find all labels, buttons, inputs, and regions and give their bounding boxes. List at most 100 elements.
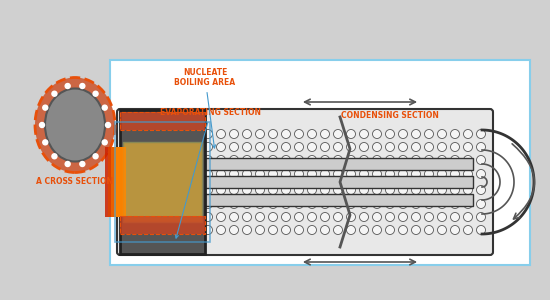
Circle shape: [360, 130, 368, 139]
Circle shape: [43, 140, 48, 145]
Circle shape: [425, 185, 433, 194]
Circle shape: [360, 155, 368, 164]
Circle shape: [476, 185, 486, 194]
Circle shape: [282, 130, 290, 139]
Bar: [120, 112, 205, 130]
Circle shape: [268, 169, 278, 178]
Circle shape: [307, 169, 316, 178]
Circle shape: [282, 142, 290, 152]
Circle shape: [450, 185, 459, 194]
Circle shape: [217, 185, 226, 194]
Text: EVAPORATING SECTION: EVAPORATING SECTION: [160, 108, 261, 238]
Circle shape: [217, 130, 226, 139]
Bar: [120, 216, 205, 234]
Circle shape: [321, 142, 329, 152]
Circle shape: [190, 226, 200, 235]
Circle shape: [411, 169, 421, 178]
Circle shape: [229, 155, 239, 164]
Circle shape: [243, 155, 251, 164]
Circle shape: [476, 212, 486, 221]
Circle shape: [372, 200, 382, 208]
Circle shape: [190, 169, 200, 178]
Circle shape: [294, 169, 304, 178]
Circle shape: [294, 212, 304, 221]
Circle shape: [372, 142, 382, 152]
Circle shape: [372, 226, 382, 235]
Circle shape: [411, 200, 421, 208]
Circle shape: [102, 140, 107, 145]
Circle shape: [346, 155, 355, 164]
Circle shape: [399, 185, 408, 194]
Circle shape: [307, 212, 316, 221]
Circle shape: [399, 142, 408, 152]
Circle shape: [204, 130, 212, 139]
Circle shape: [307, 200, 316, 208]
Circle shape: [333, 142, 343, 152]
Circle shape: [360, 185, 368, 194]
Circle shape: [450, 155, 459, 164]
Circle shape: [333, 155, 343, 164]
Circle shape: [450, 142, 459, 152]
Circle shape: [386, 130, 394, 139]
Circle shape: [229, 185, 239, 194]
Circle shape: [243, 130, 251, 139]
Circle shape: [321, 155, 329, 164]
Circle shape: [437, 200, 447, 208]
Bar: [120, 110, 205, 254]
Circle shape: [386, 212, 394, 221]
Circle shape: [476, 155, 486, 164]
Circle shape: [425, 130, 433, 139]
Circle shape: [372, 185, 382, 194]
Circle shape: [425, 169, 433, 178]
Circle shape: [321, 169, 329, 178]
Circle shape: [372, 212, 382, 221]
Circle shape: [372, 130, 382, 139]
Circle shape: [346, 169, 355, 178]
Circle shape: [106, 122, 111, 128]
Circle shape: [229, 200, 239, 208]
Circle shape: [229, 130, 239, 139]
Bar: [195, 176, 473, 188]
Circle shape: [346, 130, 355, 139]
FancyBboxPatch shape: [117, 109, 493, 255]
Circle shape: [229, 169, 239, 178]
Circle shape: [217, 169, 226, 178]
Circle shape: [307, 155, 316, 164]
Circle shape: [372, 169, 382, 178]
Circle shape: [282, 169, 290, 178]
Circle shape: [399, 130, 408, 139]
Circle shape: [217, 142, 226, 152]
Circle shape: [425, 200, 433, 208]
Circle shape: [360, 142, 368, 152]
Circle shape: [386, 226, 394, 235]
Circle shape: [294, 185, 304, 194]
Circle shape: [437, 212, 447, 221]
Circle shape: [307, 142, 316, 152]
Circle shape: [190, 155, 200, 164]
Circle shape: [464, 142, 472, 152]
Text: NUCLEATE
BOILING AREA: NUCLEATE BOILING AREA: [174, 68, 235, 148]
Circle shape: [464, 212, 472, 221]
Circle shape: [476, 200, 486, 208]
Circle shape: [294, 226, 304, 235]
Circle shape: [372, 155, 382, 164]
Circle shape: [464, 155, 472, 164]
Circle shape: [411, 226, 421, 235]
Circle shape: [464, 200, 472, 208]
Circle shape: [464, 226, 472, 235]
Circle shape: [386, 169, 394, 178]
Circle shape: [411, 155, 421, 164]
Circle shape: [437, 142, 447, 152]
Circle shape: [321, 185, 329, 194]
Circle shape: [204, 169, 212, 178]
Circle shape: [476, 226, 486, 235]
Circle shape: [282, 200, 290, 208]
Circle shape: [43, 105, 48, 110]
Circle shape: [268, 212, 278, 221]
Circle shape: [294, 155, 304, 164]
Circle shape: [256, 169, 265, 178]
Bar: [195, 158, 473, 170]
Bar: [108, 147, 120, 217]
Circle shape: [333, 212, 343, 221]
Circle shape: [102, 105, 107, 110]
